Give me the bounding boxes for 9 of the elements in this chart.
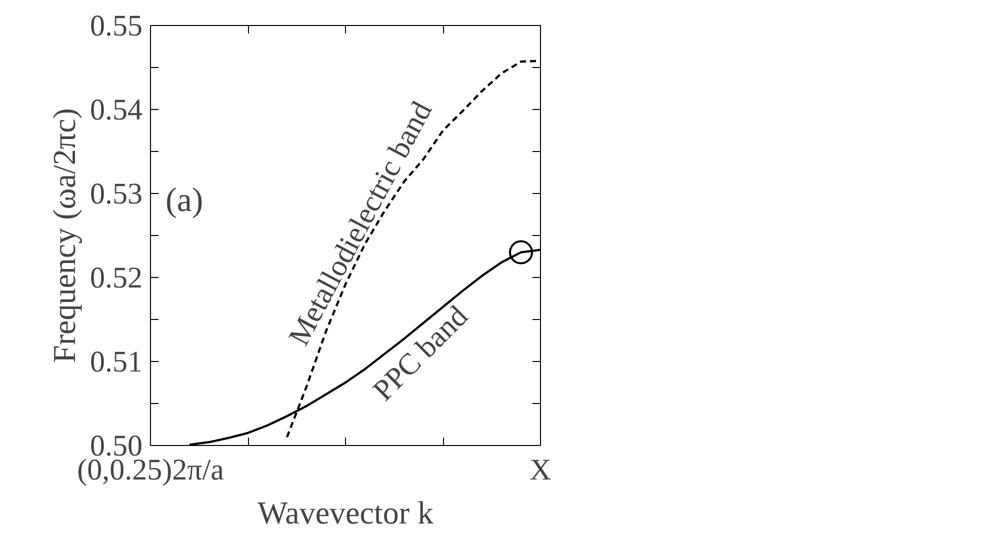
y-tick-label: 0.51 — [90, 346, 142, 378]
y-axis-title: Frequency (ωa/2πc) — [46, 108, 82, 363]
x-axis-title: Wavevector k — [258, 494, 434, 530]
annotation: (a) — [166, 182, 204, 219]
y-tick-label: 0.54 — [90, 94, 142, 126]
y-tick-label: 0.52 — [90, 262, 142, 294]
x-tick-label: X — [530, 454, 552, 486]
y-tick-label: 0.53 — [90, 178, 142, 210]
y-tick-label: 0.55 — [90, 10, 142, 42]
